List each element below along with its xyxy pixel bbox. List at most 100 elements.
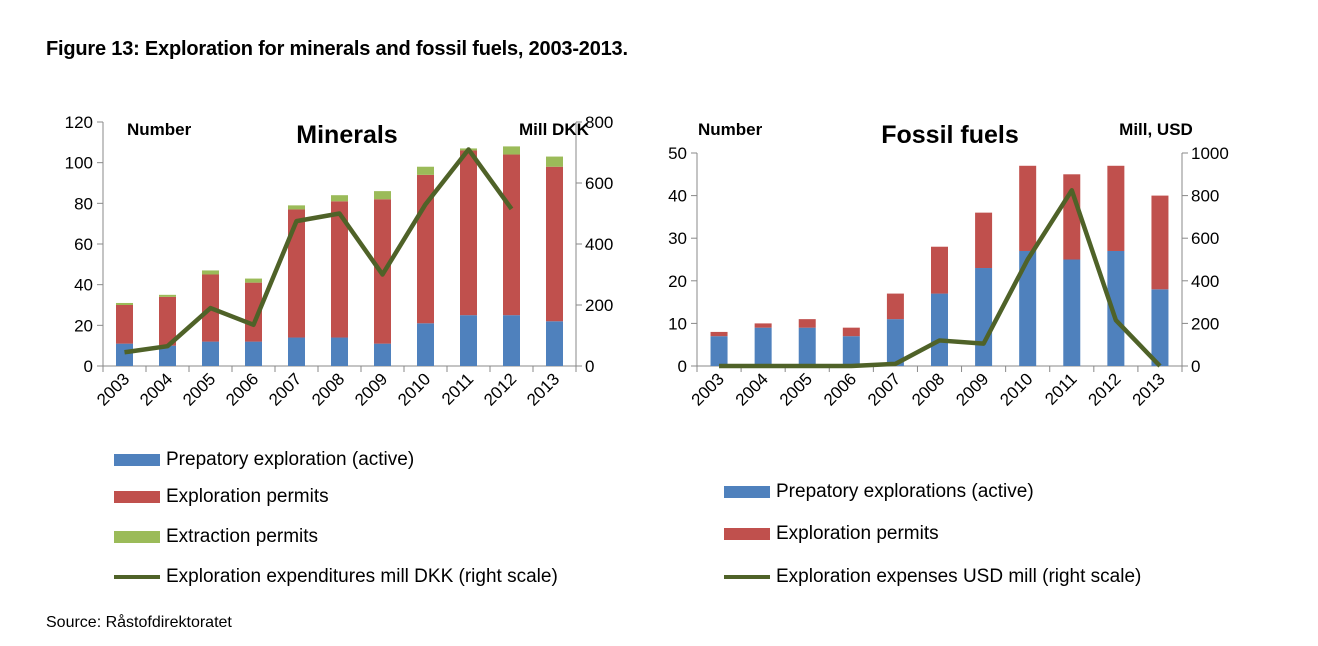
x-tick-label: 2008 xyxy=(908,369,948,409)
bar-prepatory-2009 xyxy=(975,268,993,366)
legend-item-exploration-permits-minerals: Exploration permits xyxy=(114,486,329,508)
chart-title: Minerals xyxy=(296,121,397,149)
y2-tick-label: 1000 xyxy=(1191,144,1229,163)
bar-exploration-permits-2010 xyxy=(1019,165,1037,251)
fossil-fuels-chart: 0 10 20 30 40 50 0 200 400 600 800 1000 2003 2004 2005… xyxy=(668,120,1229,410)
bar-extraction-permits-2003 xyxy=(116,302,133,305)
y-tick-label: 40 xyxy=(74,276,93,295)
legend-label: Prepatory exploration (active) xyxy=(166,449,415,470)
bar-extraction-permits-2006 xyxy=(245,278,262,283)
x-tick-label: 2008 xyxy=(308,369,348,409)
x-tick-label: 2005 xyxy=(776,369,816,409)
legend-label: Extraction permits xyxy=(166,526,319,547)
right-axis-unit: Mill, USD xyxy=(1119,120,1193,139)
bar-prepatory-2003 xyxy=(710,336,728,366)
y-tick-label: 40 xyxy=(668,187,687,206)
bar-extraction-permits-2009 xyxy=(374,191,391,200)
bar-prepatory-2010 xyxy=(1019,250,1037,366)
legend-label: Exploration permits xyxy=(166,486,329,507)
x-tick-label: 2011 xyxy=(1041,369,1080,408)
y-tick-label: 80 xyxy=(74,194,93,213)
source-note: Source: Råstofdirektoratet xyxy=(46,614,232,631)
y-tick-label: 0 xyxy=(678,357,687,376)
x-tick-label: 2005 xyxy=(179,369,219,409)
x-tick-label: 2011 xyxy=(438,369,477,408)
bar-exploration-permits-2004 xyxy=(159,296,176,346)
x-tick-label: 2004 xyxy=(136,369,176,409)
x-tick-label: 2012 xyxy=(480,369,520,409)
bar-prepatory-2010 xyxy=(417,323,434,366)
x-tick-label: 2006 xyxy=(222,369,262,409)
y2-tick-label: 0 xyxy=(1191,357,1200,376)
bar-prepatory-2004 xyxy=(754,327,772,366)
bar-exploration-permits-2004 xyxy=(754,323,772,328)
x-tick-label: 2006 xyxy=(820,369,860,409)
legend-swatch-blue xyxy=(114,454,160,466)
legend-label: Exploration expenses USD mill (right sca… xyxy=(776,566,1142,587)
bar-prepatory-2006 xyxy=(245,341,262,366)
legend-item-prepatory-minerals: Prepatory exploration (active) xyxy=(114,449,414,471)
y2-tick-label: 0 xyxy=(585,357,594,376)
legend-label: Prepatory explorations (active) xyxy=(776,481,1034,502)
right-axis-unit: Mill DKK xyxy=(519,120,590,139)
bar-prepatory-2011 xyxy=(1063,259,1081,366)
bar-prepatory-2008 xyxy=(331,337,348,366)
bar-exploration-permits-2012 xyxy=(1107,165,1125,251)
bar-extraction-permits-2007 xyxy=(288,205,305,210)
bar-prepatory-2008 xyxy=(931,293,948,366)
x-tick-label: 2013 xyxy=(523,369,563,409)
x-tick-label: 2009 xyxy=(952,369,992,409)
x-tick-label: 2009 xyxy=(351,369,391,409)
bar-exploration-permits-2006 xyxy=(245,282,262,342)
bar-exploration-permits-2013 xyxy=(1151,195,1169,290)
y2-tick-label: 200 xyxy=(585,296,613,315)
bar-exploration-permits-2007 xyxy=(886,293,904,320)
bar-exploration-permits-2005 xyxy=(798,319,816,328)
bar-extraction-permits-2013 xyxy=(546,156,563,167)
bar-exploration-permits-2003 xyxy=(710,331,728,337)
y2-tick-label: 200 xyxy=(1191,314,1219,333)
bar-exploration-permits-2007 xyxy=(288,209,305,338)
y2-tick-label: 800 xyxy=(585,113,613,132)
chart-title: Fossil fuels xyxy=(881,121,1019,149)
bar-prepatory-2007 xyxy=(288,337,305,366)
bar-extraction-permits-2008 xyxy=(331,195,348,202)
bar-exploration-permits-2012 xyxy=(503,154,520,316)
bar-prepatory-2003 xyxy=(116,343,133,366)
bar-extraction-permits-2010 xyxy=(417,166,434,175)
bar-prepatory-2007 xyxy=(886,319,904,366)
y2-tick-label: 600 xyxy=(1191,229,1219,248)
bar-exploration-permits-2013 xyxy=(546,166,563,322)
y-tick-label: 50 xyxy=(668,144,687,163)
x-tick-label: 2010 xyxy=(996,369,1036,409)
y2-tick-label: 800 xyxy=(1191,187,1219,206)
y-tick-label: 20 xyxy=(74,316,93,335)
y2-tick-label: 400 xyxy=(585,235,613,254)
x-tick-label: 2003 xyxy=(93,369,133,409)
legend-item-expenses-line: Exploration expenses USD mill (right sca… xyxy=(724,566,1141,588)
bar-exploration-permits-2009 xyxy=(975,212,993,269)
legend-swatch-red xyxy=(114,491,160,503)
bar-extraction-permits-2004 xyxy=(159,294,176,297)
bar-prepatory-2011 xyxy=(460,315,477,366)
legend-swatch-line xyxy=(114,575,160,579)
bar-extraction-permits-2012 xyxy=(503,146,520,155)
legend-swatch-green xyxy=(114,531,160,543)
legend-swatch-red xyxy=(724,528,770,540)
bar-prepatory-2013 xyxy=(1151,289,1169,366)
expenditure-line xyxy=(124,147,514,355)
bar-prepatory-2009 xyxy=(374,343,391,366)
x-tick-label: 2003 xyxy=(688,369,728,409)
y-tick-label: 120 xyxy=(65,113,93,132)
y-tick-label: 20 xyxy=(668,272,687,291)
left-axis-unit: Number xyxy=(698,120,763,139)
left-axis-unit: Number xyxy=(127,120,192,139)
y-tick-label: 0 xyxy=(84,357,93,376)
bar-exploration-permits-2008 xyxy=(931,246,948,294)
legend-swatch-line xyxy=(724,575,770,579)
bar-prepatory-2004 xyxy=(159,345,176,366)
x-tick-label: 2007 xyxy=(265,369,305,409)
figure-title: Figure 13: Exploration for minerals and … xyxy=(46,38,628,60)
legend-item-exploration-permits-fossil: Exploration permits xyxy=(724,523,939,545)
bar-prepatory-2006 xyxy=(842,336,860,366)
